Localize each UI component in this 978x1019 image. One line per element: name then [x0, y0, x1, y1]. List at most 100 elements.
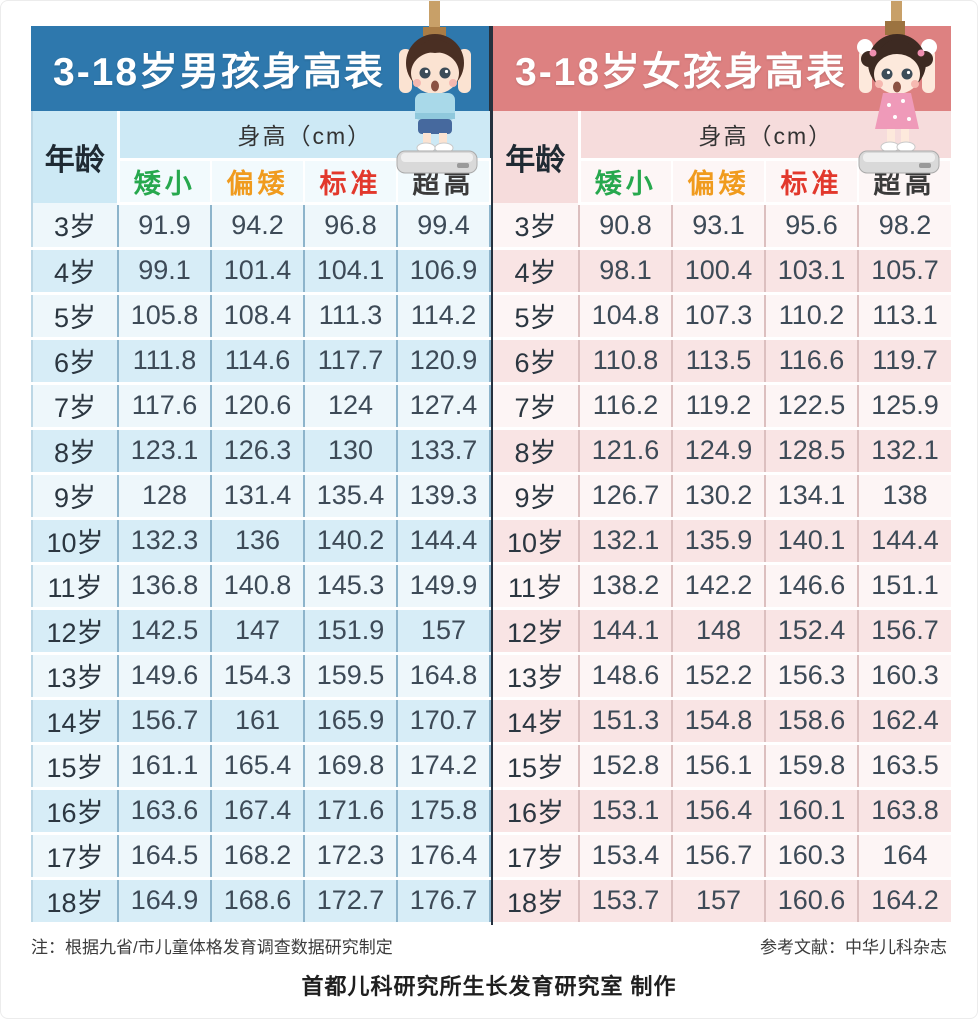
value-cell: 139.3 — [397, 473, 492, 520]
value-cell: 168.6 — [211, 878, 305, 925]
age-cell: 11岁 — [32, 563, 119, 610]
value-cell: 132.1 — [579, 518, 673, 565]
value-cell: 130 — [304, 428, 398, 475]
value-cell: 167.4 — [211, 788, 305, 835]
value-cell: 164.5 — [118, 833, 212, 880]
value-cell: 163.8 — [858, 788, 952, 835]
value-cell: 113.1 — [858, 293, 952, 340]
girls-height-table: 年龄 身高（cm） 矮小 偏矮 标准 超高 3岁 90.8 93.1 95.6 98.2… — [493, 111, 953, 925]
age-cell: 4岁 — [493, 248, 580, 295]
value-cell: 104.8 — [579, 293, 673, 340]
value-cell: 156.7 — [118, 698, 212, 745]
girls-age-column-header: 年龄 — [493, 111, 581, 203]
value-cell: 122.5 — [765, 383, 859, 430]
value-cell: 157 — [397, 608, 492, 655]
value-cell: 113.5 — [672, 338, 766, 385]
value-cell: 142.5 — [118, 608, 212, 655]
value-cell: 124.9 — [672, 428, 766, 475]
scale-icon — [858, 150, 940, 174]
value-cell: 168.2 — [211, 833, 305, 880]
value-cell: 132.1 — [858, 428, 952, 475]
value-cell: 127.4 — [397, 383, 492, 430]
boys-col-header-short: 矮小 — [118, 159, 212, 205]
value-cell: 171.6 — [304, 788, 398, 835]
table-row: 11岁 136.8 140.8 145.3 149.9 — [32, 563, 492, 610]
age-cell: 15岁 — [32, 743, 119, 790]
value-cell: 148.6 — [579, 653, 673, 700]
age-cell: 7岁 — [493, 383, 580, 430]
value-cell: 98.2 — [858, 203, 952, 250]
value-cell: 176.7 — [397, 878, 492, 925]
table-row: 7岁 117.6 120.6 124 127.4 — [32, 383, 492, 430]
table-row: 15岁 161.1 165.4 169.8 174.2 — [32, 743, 492, 790]
value-cell: 164.2 — [858, 878, 952, 925]
value-cell: 157 — [672, 878, 766, 925]
table-row: 10岁 132.1 135.9 140.1 144.4 — [493, 518, 952, 565]
height-tables-container: 3-18岁男孩身高表 年龄 身高（cm） 矮小 偏矮 标准 超高 3岁 91.9 9… — [31, 1, 953, 925]
age-cell: 8岁 — [493, 428, 580, 475]
age-cell: 4岁 — [32, 248, 119, 295]
value-cell: 149.6 — [118, 653, 212, 700]
value-cell: 119.2 — [672, 383, 766, 430]
value-cell: 110.8 — [579, 338, 673, 385]
age-cell: 10岁 — [493, 518, 580, 565]
table-row: 17岁 164.5 168.2 172.3 176.4 — [32, 833, 492, 880]
value-cell: 151.9 — [304, 608, 398, 655]
boys-height-table: 年龄 身高（cm） 矮小 偏矮 标准 超高 3岁 91.9 94.2 96.8 99.4… — [31, 111, 492, 925]
value-cell: 152.2 — [672, 653, 766, 700]
value-cell: 125.9 — [858, 383, 952, 430]
value-cell: 111.8 — [118, 338, 212, 385]
value-cell: 133.7 — [397, 428, 492, 475]
value-cell: 147 — [211, 608, 305, 655]
table-row: 18岁 164.9 168.6 172.7 176.7 — [32, 878, 492, 925]
age-cell: 12岁 — [493, 608, 580, 655]
value-cell: 124 — [304, 383, 398, 430]
table-row: 15岁 152.8 156.1 159.8 163.5 — [493, 743, 952, 790]
table-divider — [489, 26, 493, 925]
value-cell: 146.6 — [765, 563, 859, 610]
value-cell: 159.8 — [765, 743, 859, 790]
value-cell: 176.4 — [397, 833, 492, 880]
value-cell: 160.3 — [765, 833, 859, 880]
value-cell: 117.7 — [304, 338, 398, 385]
age-cell: 9岁 — [493, 473, 580, 520]
value-cell: 154.8 — [672, 698, 766, 745]
value-cell: 90.8 — [579, 203, 673, 250]
table-row: 17岁 153.4 156.7 160.3 164 — [493, 833, 952, 880]
note-source: 注：根据九省/市儿童体格发育调查数据研究制定 — [31, 938, 393, 957]
value-cell: 144.4 — [858, 518, 952, 565]
girls-table-title: 3-18岁女孩身高表 — [515, 50, 848, 94]
girl-mascot-illustration — [857, 1, 940, 174]
value-cell: 142.2 — [672, 563, 766, 610]
table-row: 4岁 99.1 101.4 104.1 106.9 — [32, 248, 492, 295]
value-cell: 119.7 — [858, 338, 952, 385]
value-cell: 110.2 — [765, 293, 859, 340]
value-cell: 105.8 — [118, 293, 212, 340]
value-cell: 138 — [858, 473, 952, 520]
age-cell: 13岁 — [32, 653, 119, 700]
table-row: 16岁 153.1 156.4 160.1 163.8 — [493, 788, 952, 835]
value-cell: 101.4 — [211, 248, 305, 295]
value-cell: 164 — [858, 833, 952, 880]
value-cell: 156.7 — [858, 608, 952, 655]
value-cell: 175.8 — [397, 788, 492, 835]
table-row: 18岁 153.7 157 160.6 164.2 — [493, 878, 952, 925]
value-cell: 91.9 — [118, 203, 212, 250]
value-cell: 160.1 — [765, 788, 859, 835]
value-cell: 172.7 — [304, 878, 398, 925]
value-cell: 145.3 — [304, 563, 398, 610]
age-cell: 10岁 — [32, 518, 119, 565]
value-cell: 120.6 — [211, 383, 305, 430]
value-cell: 135.4 — [304, 473, 398, 520]
age-cell: 7岁 — [32, 383, 119, 430]
value-cell: 95.6 — [765, 203, 859, 250]
age-cell: 13岁 — [493, 653, 580, 700]
value-cell: 160.3 — [858, 653, 952, 700]
table-row: 5岁 104.8 107.3 110.2 113.1 — [493, 293, 952, 340]
credit-line: 首都儿科研究所生长发育研究室 制作 — [301, 974, 677, 999]
value-cell: 130.2 — [672, 473, 766, 520]
value-cell: 140.1 — [765, 518, 859, 565]
value-cell: 148 — [672, 608, 766, 655]
value-cell: 111.3 — [304, 293, 398, 340]
table-row: 5岁 105.8 108.4 111.3 114.2 — [32, 293, 492, 340]
